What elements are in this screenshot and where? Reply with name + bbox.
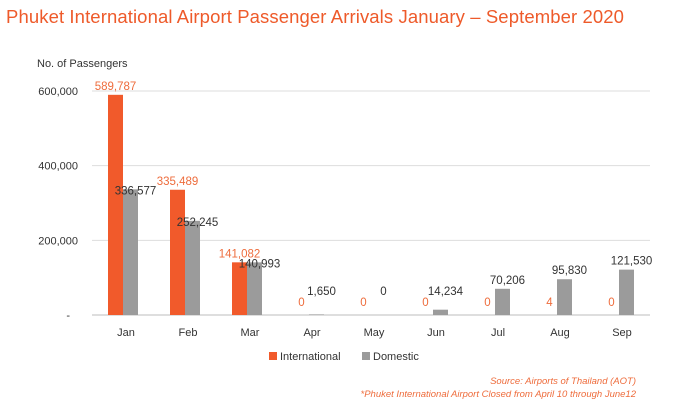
data-label-domestic: 121,530 [611,256,653,268]
y-tick-label: - [66,310,70,322]
bar-domestic [247,262,262,315]
bar-domestic [123,189,138,315]
x-axis-ticks: Jan Feb Mar Apr May Jun Jul Aug Sep [117,327,632,339]
x-tick-label: Mar [241,327,260,339]
legend: International Domestic [269,351,419,363]
footnote: *Phuket International Airport Closed fro… [360,389,636,400]
x-tick-label: Jan [117,327,135,339]
data-label-domestic: 1,650 [307,286,336,298]
legend-label-domestic: Domestic [373,351,419,363]
legend-swatch-international [269,352,277,360]
x-tick-label: Sep [612,327,632,339]
data-label-international: 4 [546,297,553,309]
x-tick-label: Feb [179,327,198,339]
bar-domestic [557,279,572,315]
y-axis-label: No. of Passengers [37,58,128,70]
x-tick-label: Jul [491,327,505,339]
y-tick-label: 600,000 [38,86,78,98]
bar-domestic [433,309,448,315]
data-label-international: 589,787 [95,81,137,93]
data-label-international: 141,082 [219,248,261,260]
bars [108,94,634,315]
y-tick-label: 400,000 [38,161,78,173]
legend-label-international: International [280,351,341,363]
x-tick-label: Apr [303,327,320,339]
data-label-international: 0 [484,297,490,309]
bar-international [170,189,185,315]
y-axis-ticks: - 200,000 400,000 600,000 [38,86,78,322]
x-tick-label: May [364,327,385,339]
y-tick-label: 200,000 [38,235,78,247]
chart-title: Phuket International Airport Passenger A… [6,6,625,27]
data-label-international: 0 [298,297,304,309]
data-label-domestic: 14,234 [428,286,464,298]
data-label-international: 0 [360,297,366,309]
data-label-domestic: 0 [380,286,386,298]
data-label-international: 335,489 [157,176,199,188]
data-label-domestic: 252,245 [177,217,219,229]
x-tick-label: Aug [550,327,570,339]
x-tick-label: Jun [427,327,445,339]
data-label-domestic: 95,830 [552,265,587,277]
legend-swatch-domestic [362,352,370,360]
bar-domestic [619,269,634,315]
bar-domestic [495,288,510,315]
data-label-domestic: 140,993 [239,258,281,270]
bar-domestic [185,220,200,315]
data-label-domestic: 70,206 [490,275,525,287]
data-label-international: 0 [608,297,614,309]
data-label-international: 0 [422,297,428,309]
source-note: Source: Airports of Thailand (AOT) [490,376,636,387]
bar-domestic [309,314,324,315]
bar-international [108,94,123,315]
data-label-domestic: 336,577 [115,185,157,197]
bar-international [232,262,247,315]
